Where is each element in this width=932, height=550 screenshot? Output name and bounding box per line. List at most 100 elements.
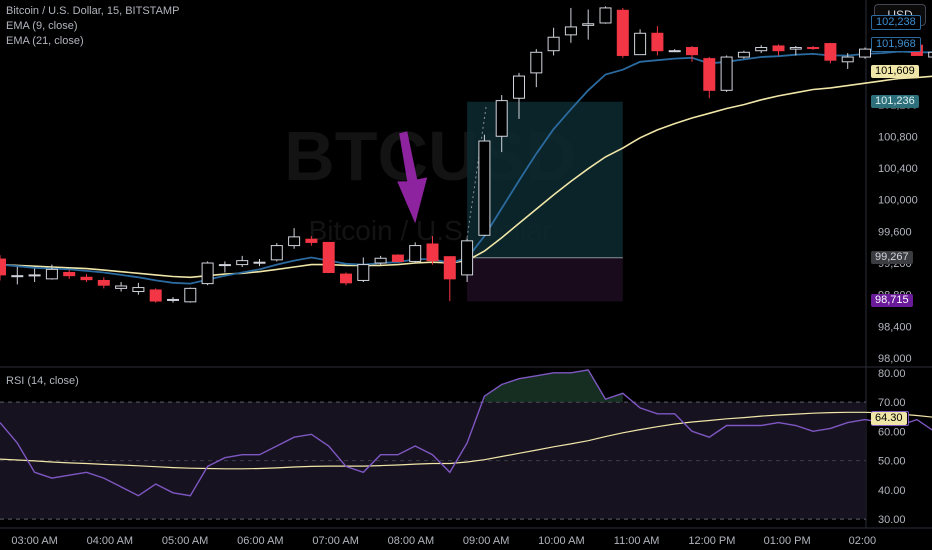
rsi-line bbox=[0, 369, 932, 497]
candle bbox=[322, 241, 335, 274]
price-tag: 99,267 bbox=[871, 250, 913, 264]
candle bbox=[634, 29, 647, 56]
candle bbox=[530, 49, 543, 88]
candle bbox=[28, 268, 41, 283]
time-tick-label: 10:00 AM bbox=[538, 535, 584, 547]
target-zone bbox=[467, 101, 623, 258]
candle-body bbox=[720, 56, 733, 91]
candle-body bbox=[0, 258, 6, 276]
price-tick-label: 100,000 bbox=[878, 195, 918, 207]
candle-body bbox=[443, 256, 456, 280]
candle-body bbox=[651, 32, 664, 52]
candle-body bbox=[513, 75, 525, 99]
candle bbox=[253, 259, 266, 267]
candle-body bbox=[495, 100, 508, 137]
candle-body bbox=[582, 23, 595, 26]
candle-body bbox=[703, 58, 716, 91]
candle bbox=[409, 242, 422, 264]
candle-body bbox=[686, 47, 698, 56]
candle bbox=[288, 228, 301, 249]
ema21-legend[interactable]: EMA (21, close) bbox=[6, 35, 84, 47]
rsi-tick-label: 70.00 bbox=[878, 397, 906, 409]
candle bbox=[0, 255, 6, 281]
price-tick-label: 99,600 bbox=[878, 226, 912, 238]
candle bbox=[45, 264, 58, 280]
candle-body bbox=[270, 245, 283, 261]
candle-body bbox=[201, 262, 214, 285]
candle bbox=[63, 270, 76, 279]
candle bbox=[789, 45, 802, 56]
candle bbox=[167, 297, 179, 303]
time-tick-label: 11:00 AM bbox=[614, 535, 660, 547]
candle bbox=[807, 45, 820, 50]
candle-body bbox=[409, 245, 422, 262]
candle bbox=[859, 47, 871, 59]
candle bbox=[461, 238, 474, 283]
rsi-tick-label: 40.00 bbox=[878, 485, 906, 497]
candle bbox=[582, 9, 595, 40]
price-tag: 98,715 bbox=[871, 294, 913, 308]
candle-body bbox=[218, 264, 231, 267]
time-tick-label: 08:00 AM bbox=[388, 535, 434, 547]
time-tick-label: 06:00 AM bbox=[237, 535, 283, 547]
candle bbox=[513, 72, 525, 119]
candle bbox=[599, 6, 612, 24]
time-tick-label: 02:00 bbox=[849, 535, 877, 547]
candle bbox=[495, 95, 508, 153]
candle bbox=[11, 266, 24, 285]
candle bbox=[564, 7, 577, 43]
candle bbox=[841, 53, 854, 69]
candle-body bbox=[755, 47, 768, 52]
candle-body bbox=[305, 238, 318, 243]
candle bbox=[236, 255, 249, 267]
candle-body bbox=[184, 287, 197, 303]
candle-body bbox=[149, 289, 162, 302]
candle bbox=[668, 49, 681, 53]
time-tick-label: 09:00 AM bbox=[463, 535, 509, 547]
candle bbox=[478, 134, 491, 237]
candle-body bbox=[807, 47, 820, 50]
candle bbox=[391, 254, 404, 263]
price-tick-label: 100,400 bbox=[878, 163, 918, 175]
price-tag: 101,236 bbox=[871, 94, 919, 108]
candle-body bbox=[616, 9, 629, 56]
candle-body bbox=[599, 7, 612, 24]
candle bbox=[132, 282, 145, 295]
candle-body bbox=[11, 275, 24, 278]
candle-body bbox=[80, 276, 93, 281]
candle bbox=[703, 57, 716, 99]
candle-body bbox=[547, 36, 560, 52]
candle bbox=[616, 7, 629, 58]
candle-body bbox=[772, 45, 785, 52]
candle bbox=[97, 277, 110, 289]
candle bbox=[149, 288, 162, 303]
rsi-tag: 64.30 bbox=[871, 411, 907, 425]
ema9-legend[interactable]: EMA (9, close) bbox=[6, 20, 78, 32]
candle-body bbox=[928, 51, 932, 58]
candle-body bbox=[634, 32, 647, 56]
rsi-overbought-fill bbox=[484, 369, 623, 403]
candle-body bbox=[115, 285, 128, 289]
symbol-title[interactable]: Bitcoin / U.S. Dollar, 15, BITSTAMP bbox=[6, 5, 180, 17]
candle-body bbox=[288, 236, 301, 247]
candle bbox=[737, 50, 750, 59]
rsi-title[interactable]: RSI (14, close) bbox=[6, 375, 79, 387]
time-tick-label: 05:00 AM bbox=[162, 535, 208, 547]
rsi-tick-label: 50.00 bbox=[878, 456, 906, 468]
candle-body bbox=[236, 260, 249, 266]
ema21-line bbox=[0, 75, 932, 279]
rsi-tick-label: 60.00 bbox=[878, 426, 906, 438]
candle bbox=[824, 42, 837, 64]
candle bbox=[374, 255, 387, 266]
candle-body bbox=[28, 274, 41, 277]
candle-body bbox=[340, 273, 352, 284]
ema9-line bbox=[0, 50, 932, 285]
candle-body bbox=[253, 261, 266, 264]
price-tick-label: 100,800 bbox=[878, 131, 918, 143]
candle-body bbox=[859, 48, 871, 58]
price-tag: 102,238 bbox=[871, 15, 921, 31]
price-tick-label: 98,000 bbox=[878, 353, 912, 365]
candle bbox=[80, 274, 93, 283]
candle-body bbox=[322, 241, 335, 274]
candle bbox=[115, 282, 128, 292]
